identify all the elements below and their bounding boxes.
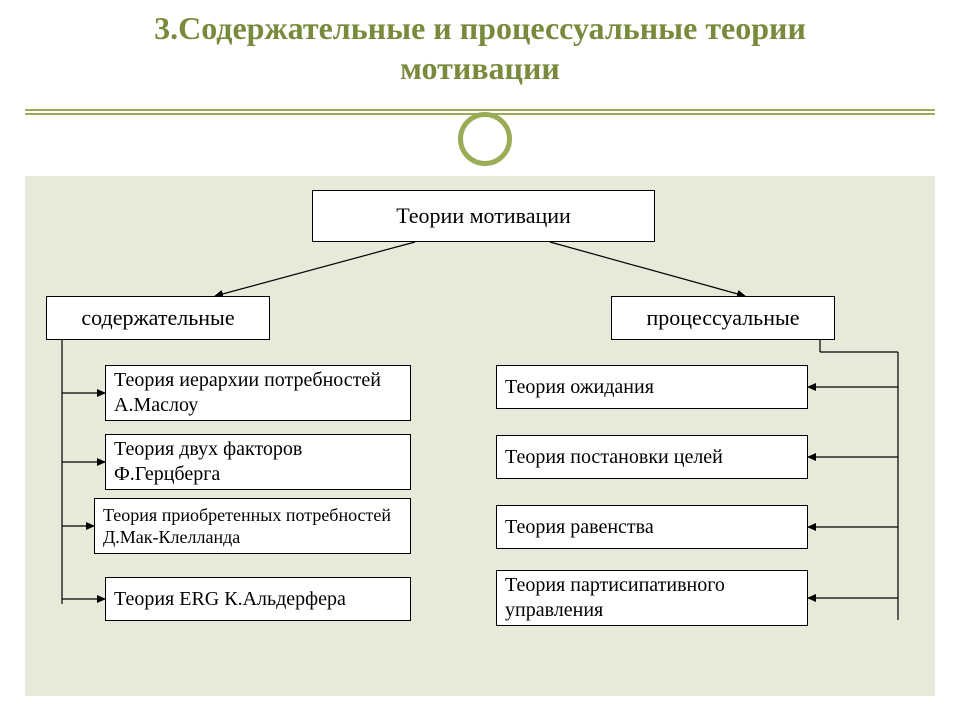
content-item-1-label: Теория двух факторов Ф.Герцберга — [114, 437, 402, 487]
process-item-1-label: Теория постановки целей — [505, 445, 723, 470]
title-ornament-circle — [458, 112, 512, 166]
process-item-1: Теория постановки целей — [496, 435, 808, 479]
title-rule-top — [25, 109, 935, 111]
content-item-3-label: Теория ERG К.Альдерфера — [114, 587, 346, 612]
content-item-1: Теория двух факторов Ф.Герцберга — [105, 434, 411, 490]
content-item-0: Теория иерархии потребностей А.Маслоу — [105, 365, 411, 421]
process-item-3: Теория партисипативного управления — [496, 570, 808, 626]
category-process-label: процессуальные — [646, 304, 799, 332]
root-box: Теории мотивации — [312, 190, 655, 242]
root-label: Теории мотивации — [396, 202, 571, 230]
process-item-3-label: Теория партисипативного управления — [505, 573, 799, 623]
slide-title: 3.Содержательные и процессуальные теории… — [0, 8, 960, 88]
content-item-2-label: Теория приобретенных потребностей Д.Мак-… — [103, 504, 402, 549]
slide: 3.Содержательные и процессуальные теории… — [0, 0, 960, 720]
category-content-label: содержательные — [81, 304, 234, 332]
content-item-2: Теория приобретенных потребностей Д.Мак-… — [94, 498, 411, 554]
process-item-2: Теория равенства — [496, 505, 808, 549]
process-item-0: Теория ожидания — [496, 365, 808, 409]
process-item-0-label: Теория ожидания — [505, 375, 654, 400]
content-item-0-label: Теория иерархии потребностей А.Маслоу — [114, 368, 402, 418]
process-item-2-label: Теория равенства — [505, 515, 654, 540]
content-item-3: Теория ERG К.Альдерфера — [105, 577, 411, 621]
category-content-box: содержательные — [46, 296, 270, 340]
category-process-box: процессуальные — [611, 296, 835, 340]
